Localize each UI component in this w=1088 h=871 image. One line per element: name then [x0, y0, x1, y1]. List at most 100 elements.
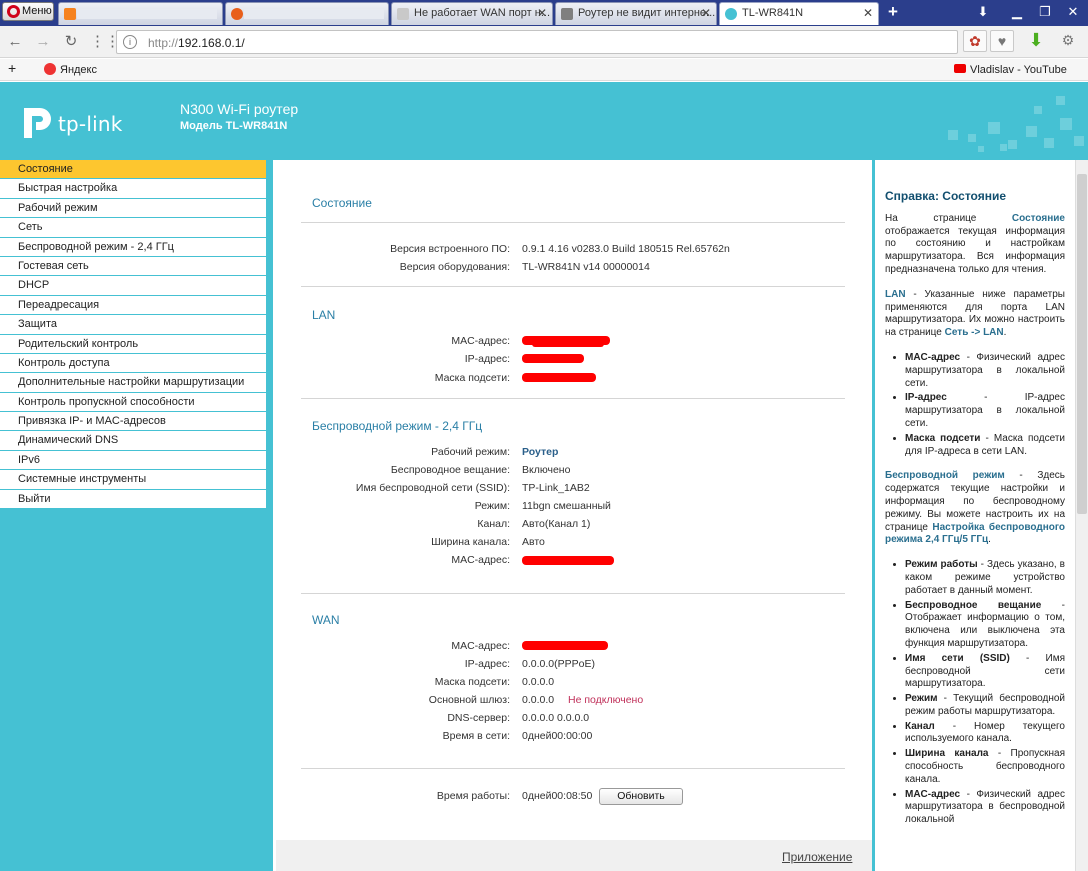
- yandex-icon: [44, 63, 56, 75]
- menu-item-advanced-routing[interactable]: Дополнительные настройки маршрутизации: [0, 373, 266, 393]
- wl-channel-value: Авто(Канал 1): [522, 518, 591, 530]
- new-tab-button[interactable]: +: [888, 2, 898, 21]
- menu-item-forwarding[interactable]: Переадресация: [0, 295, 266, 316]
- redacted-bookmarks: [106, 62, 951, 77]
- url-field[interactable]: i http://192.168.0.1/: [116, 30, 958, 54]
- menu-item-guest-network[interactable]: Гостевая сеть: [0, 256, 266, 277]
- status-content-panel: Состояние Версия встроенного ПО: 0.9.1 4…: [273, 160, 872, 871]
- wl-ssid-value: TP-Link_1AB2: [522, 482, 590, 494]
- redacted-text: [244, 9, 384, 19]
- site-info-icon[interactable]: i: [123, 35, 137, 49]
- menu-item-network[interactable]: Сеть: [0, 218, 266, 238]
- close-tab-icon[interactable]: ✕: [862, 6, 873, 20]
- speed-dial-icon[interactable]: ⋮⋮: [90, 33, 120, 50]
- help-list-item: Ширина канала - Пропускная способность б…: [905, 748, 1065, 786]
- help-text: - Имя беспроводной сети маршрутизатора.: [905, 652, 1065, 690]
- help-text: - Маска подсети для IP-адреса в сети LAN…: [905, 432, 1065, 457]
- help-term: Беспроводное вещание: [905, 599, 1042, 611]
- wl-broadcast-label: Беспроводное вещание:: [390, 464, 510, 476]
- bookmark-heart-icon[interactable]: ♥: [990, 30, 1014, 52]
- wl-regime-value: 11bgn смешанный: [522, 500, 611, 512]
- help-scrollbar[interactable]: [1075, 160, 1088, 871]
- redacted-text: [77, 9, 217, 19]
- wl-mode-label: Рабочий режим:: [431, 446, 510, 458]
- help-keyword: Состояние: [1011, 212, 1065, 224]
- reload-icon[interactable]: ↻: [64, 33, 78, 50]
- lan-ip-label: IP-адрес:: [464, 353, 510, 365]
- help-list-item: MAC-адрес - Физический адрес маршрутизат…: [905, 789, 1065, 827]
- wan-online-value: 0дней00:00:00: [522, 730, 593, 742]
- url-protocol: http://: [148, 36, 179, 50]
- browser-tab[interactable]: Не работает WAN порт н... ✕: [391, 2, 553, 25]
- menu-item-ddns[interactable]: Динамический DNS: [0, 431, 266, 451]
- help-list-item: Режим работы - Здесь указано, в каком ре…: [905, 559, 1065, 597]
- youtube-icon: [954, 64, 966, 73]
- section-title-wireless: Беспроводной режим - 2,4 ГГц: [312, 419, 483, 433]
- help-term: MAC-адрес: [905, 351, 961, 363]
- menu-item-ip-mac-binding[interactable]: Привязка IP- и MAC-адресов: [0, 412, 266, 432]
- settings-icon[interactable]: ⚙: [1061, 32, 1075, 48]
- browser-tab[interactable]: [225, 2, 389, 25]
- minimize-icon[interactable]: ▁: [1012, 4, 1022, 19]
- divider: [301, 593, 845, 594]
- bookmarks-bar: + Яндекс Vladislav - YouTube: [0, 59, 1088, 81]
- help-text: - Текущий беспроводной режим работы марш…: [905, 693, 1065, 717]
- help-text: - Физический адрес маршрутизатора в лока…: [905, 351, 1065, 389]
- menu-item-bandwidth-control[interactable]: Контроль пропускной способности: [0, 392, 266, 413]
- hardware-value: TL-WR841N v14 00000014: [522, 261, 650, 273]
- help-wireless-list: Режим работы - Здесь указано, в каком ре…: [905, 559, 1065, 827]
- menu-item-logout[interactable]: Выйти: [0, 489, 266, 510]
- download-icon[interactable]: ⬇: [1028, 30, 1044, 50]
- opera-menu-button[interactable]: Меню: [2, 2, 54, 21]
- wl-channel-label: Канал:: [477, 518, 510, 530]
- back-icon[interactable]: ←: [7, 33, 23, 50]
- browser-tab-bar: Меню Не работает WAN порт н... ✕ Роутер …: [0, 0, 1088, 26]
- menu-item-wireless[interactable]: Беспроводной режим - 2,4 ГГц: [0, 237, 266, 257]
- tab-title: Роутер не видит интерне...: [578, 7, 716, 19]
- section-title-wan: WAN: [312, 613, 340, 627]
- menu-item-quick-setup[interactable]: Быстрая настройка: [0, 179, 266, 199]
- maximize-icon[interactable]: ❐: [1039, 4, 1051, 19]
- lan-mac-label: MAC-адрес:: [451, 335, 510, 347]
- close-tab-icon[interactable]: ✕: [700, 6, 711, 20]
- menu-item-status[interactable]: Состояние: [0, 160, 266, 180]
- bookmark-label: Vladislav - YouTube: [970, 64, 1067, 76]
- extension-icon[interactable]: ✿: [963, 30, 987, 52]
- forward-icon[interactable]: →: [35, 33, 51, 50]
- help-term: Имя сети (SSID): [905, 652, 1010, 664]
- help-link[interactable]: Сеть -> LAN: [944, 327, 1004, 339]
- wl-regime-label: Режим:: [474, 500, 510, 512]
- close-tab-icon[interactable]: ✕: [536, 6, 547, 20]
- menu-item-ipv6[interactable]: IPv6: [0, 450, 266, 471]
- help-keyword: Беспроводной режим: [885, 470, 1005, 482]
- router-banner: tp-link N300 Wi-Fi роутер Модель TL-WR84…: [0, 82, 1088, 158]
- tab-favicon-icon: [64, 8, 76, 20]
- help-list-item: Имя сети (SSID) - Имя беспроводной сети …: [905, 653, 1065, 691]
- browser-tab-active[interactable]: TL-WR841N ✕: [719, 2, 879, 25]
- refresh-button[interactable]: Обновить: [599, 788, 683, 805]
- menu-item-access-control[interactable]: Контроль доступа: [0, 353, 266, 374]
- menu-item-dhcp[interactable]: DHCP: [0, 276, 266, 296]
- menu-item-operation-mode[interactable]: Рабочий режим: [0, 198, 266, 219]
- menu-item-system-tools[interactable]: Системные инструменты: [0, 470, 266, 490]
- help-scrollbar-thumb[interactable]: [1077, 174, 1087, 514]
- close-window-icon[interactable]: ✕: [1067, 4, 1079, 19]
- add-bookmark-icon[interactable]: +: [8, 60, 17, 76]
- menu-item-security[interactable]: Защита: [0, 315, 266, 335]
- bookmark-youtube[interactable]: Vladislav - YouTube: [954, 63, 1067, 77]
- help-term: IP-адрес: [905, 392, 947, 404]
- app-link[interactable]: Приложение: [782, 850, 853, 864]
- bookmark-yandex[interactable]: Яндекс: [44, 63, 97, 77]
- section-title-lan: LAN: [312, 308, 336, 322]
- browser-tab[interactable]: [58, 2, 223, 25]
- lan-ip-redacted: [522, 354, 584, 363]
- help-text: отображается текущая информация по состо…: [885, 225, 1065, 275]
- help-text: - Здесь указано, в каком режиме устройст…: [905, 559, 1065, 596]
- tab-list-icon[interactable]: ⬇: [977, 4, 989, 19]
- browser-tab[interactable]: Роутер не видит интерне... ✕: [555, 2, 717, 25]
- divider: [301, 768, 845, 769]
- menu-item-parental-control[interactable]: Родительский контроль: [0, 334, 266, 354]
- help-link[interactable]: Настройка беспроводного режима 2,4 ГГц/5…: [885, 521, 1065, 546]
- tab-favicon-icon: [397, 8, 409, 20]
- wl-broadcast-value: Включено: [522, 464, 571, 476]
